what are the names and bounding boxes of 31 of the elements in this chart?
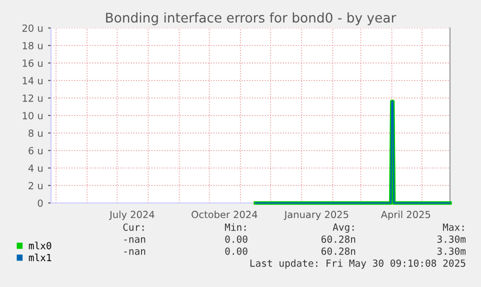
text: 0.00 [225,235,248,243]
x-tick-label: January 2025 [284,210,348,220]
y-tick-label: 4 u [28,164,42,172]
text: Max: [442,224,464,231]
x-tick-label: April 2025 [380,210,430,220]
text: -nan [124,237,146,243]
legend-label: mlx0 [28,242,52,250]
text: Last update: Fri May 30 09:10:08 2025 [250,259,466,269]
legend-label: mlx1 [28,254,52,262]
y-tick-label: 20 u [22,24,42,32]
y-tick-label: 8 u [28,129,42,137]
y-tick-label: 0 [38,199,43,207]
text: Avg: [332,224,354,233]
text: 60.28n [322,235,356,243]
text: -nan [124,249,146,255]
text: Cur: [123,223,144,231]
y-tick-label: 14 u [22,77,42,84]
y-tick-label: 6 u [28,146,42,154]
text: Min: [224,223,246,231]
chart-title: Bonding interface errors for bond0 - by year [106,12,396,26]
y-tick-label: 10 u [22,112,42,120]
text: 3.30m [437,247,466,255]
text: 0.00 [225,247,248,255]
y-tick-label: 18 u [22,42,42,50]
y-tick-label: 2 u [28,182,42,190]
x-tick-label: July 2024 [109,210,154,220]
x-tick-label: October 2024 [192,210,258,218]
text: 60.28n [322,247,356,255]
y-tick-label: 16 u [22,59,42,67]
text: 3.30m [437,235,466,243]
y-tick-label: 12 u [22,94,42,102]
